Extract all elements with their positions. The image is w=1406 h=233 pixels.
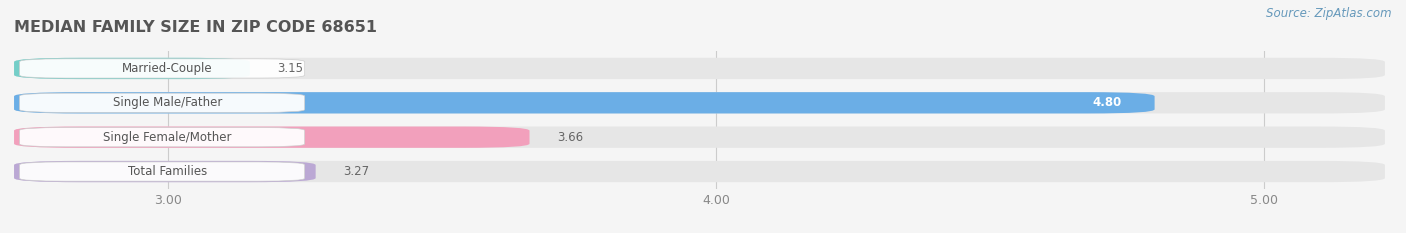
FancyBboxPatch shape (20, 93, 305, 113)
FancyBboxPatch shape (14, 92, 1154, 113)
Text: 4.80: 4.80 (1092, 96, 1122, 109)
Text: Source: ZipAtlas.com: Source: ZipAtlas.com (1267, 7, 1392, 20)
FancyBboxPatch shape (20, 162, 305, 181)
Text: Married-Couple: Married-Couple (122, 62, 212, 75)
FancyBboxPatch shape (14, 127, 530, 148)
FancyBboxPatch shape (14, 127, 1385, 148)
Text: Single Male/Father: Single Male/Father (112, 96, 222, 109)
Text: 3.27: 3.27 (343, 165, 370, 178)
Text: MEDIAN FAMILY SIZE IN ZIP CODE 68651: MEDIAN FAMILY SIZE IN ZIP CODE 68651 (14, 20, 377, 35)
FancyBboxPatch shape (14, 58, 1385, 79)
FancyBboxPatch shape (14, 161, 315, 182)
Text: 3.66: 3.66 (557, 131, 583, 144)
Text: Single Female/Mother: Single Female/Mother (104, 131, 232, 144)
Text: Total Families: Total Families (128, 165, 207, 178)
FancyBboxPatch shape (20, 127, 305, 147)
Text: 3.15: 3.15 (277, 62, 304, 75)
FancyBboxPatch shape (14, 161, 1385, 182)
FancyBboxPatch shape (14, 92, 1385, 113)
FancyBboxPatch shape (14, 58, 250, 79)
FancyBboxPatch shape (20, 59, 305, 78)
